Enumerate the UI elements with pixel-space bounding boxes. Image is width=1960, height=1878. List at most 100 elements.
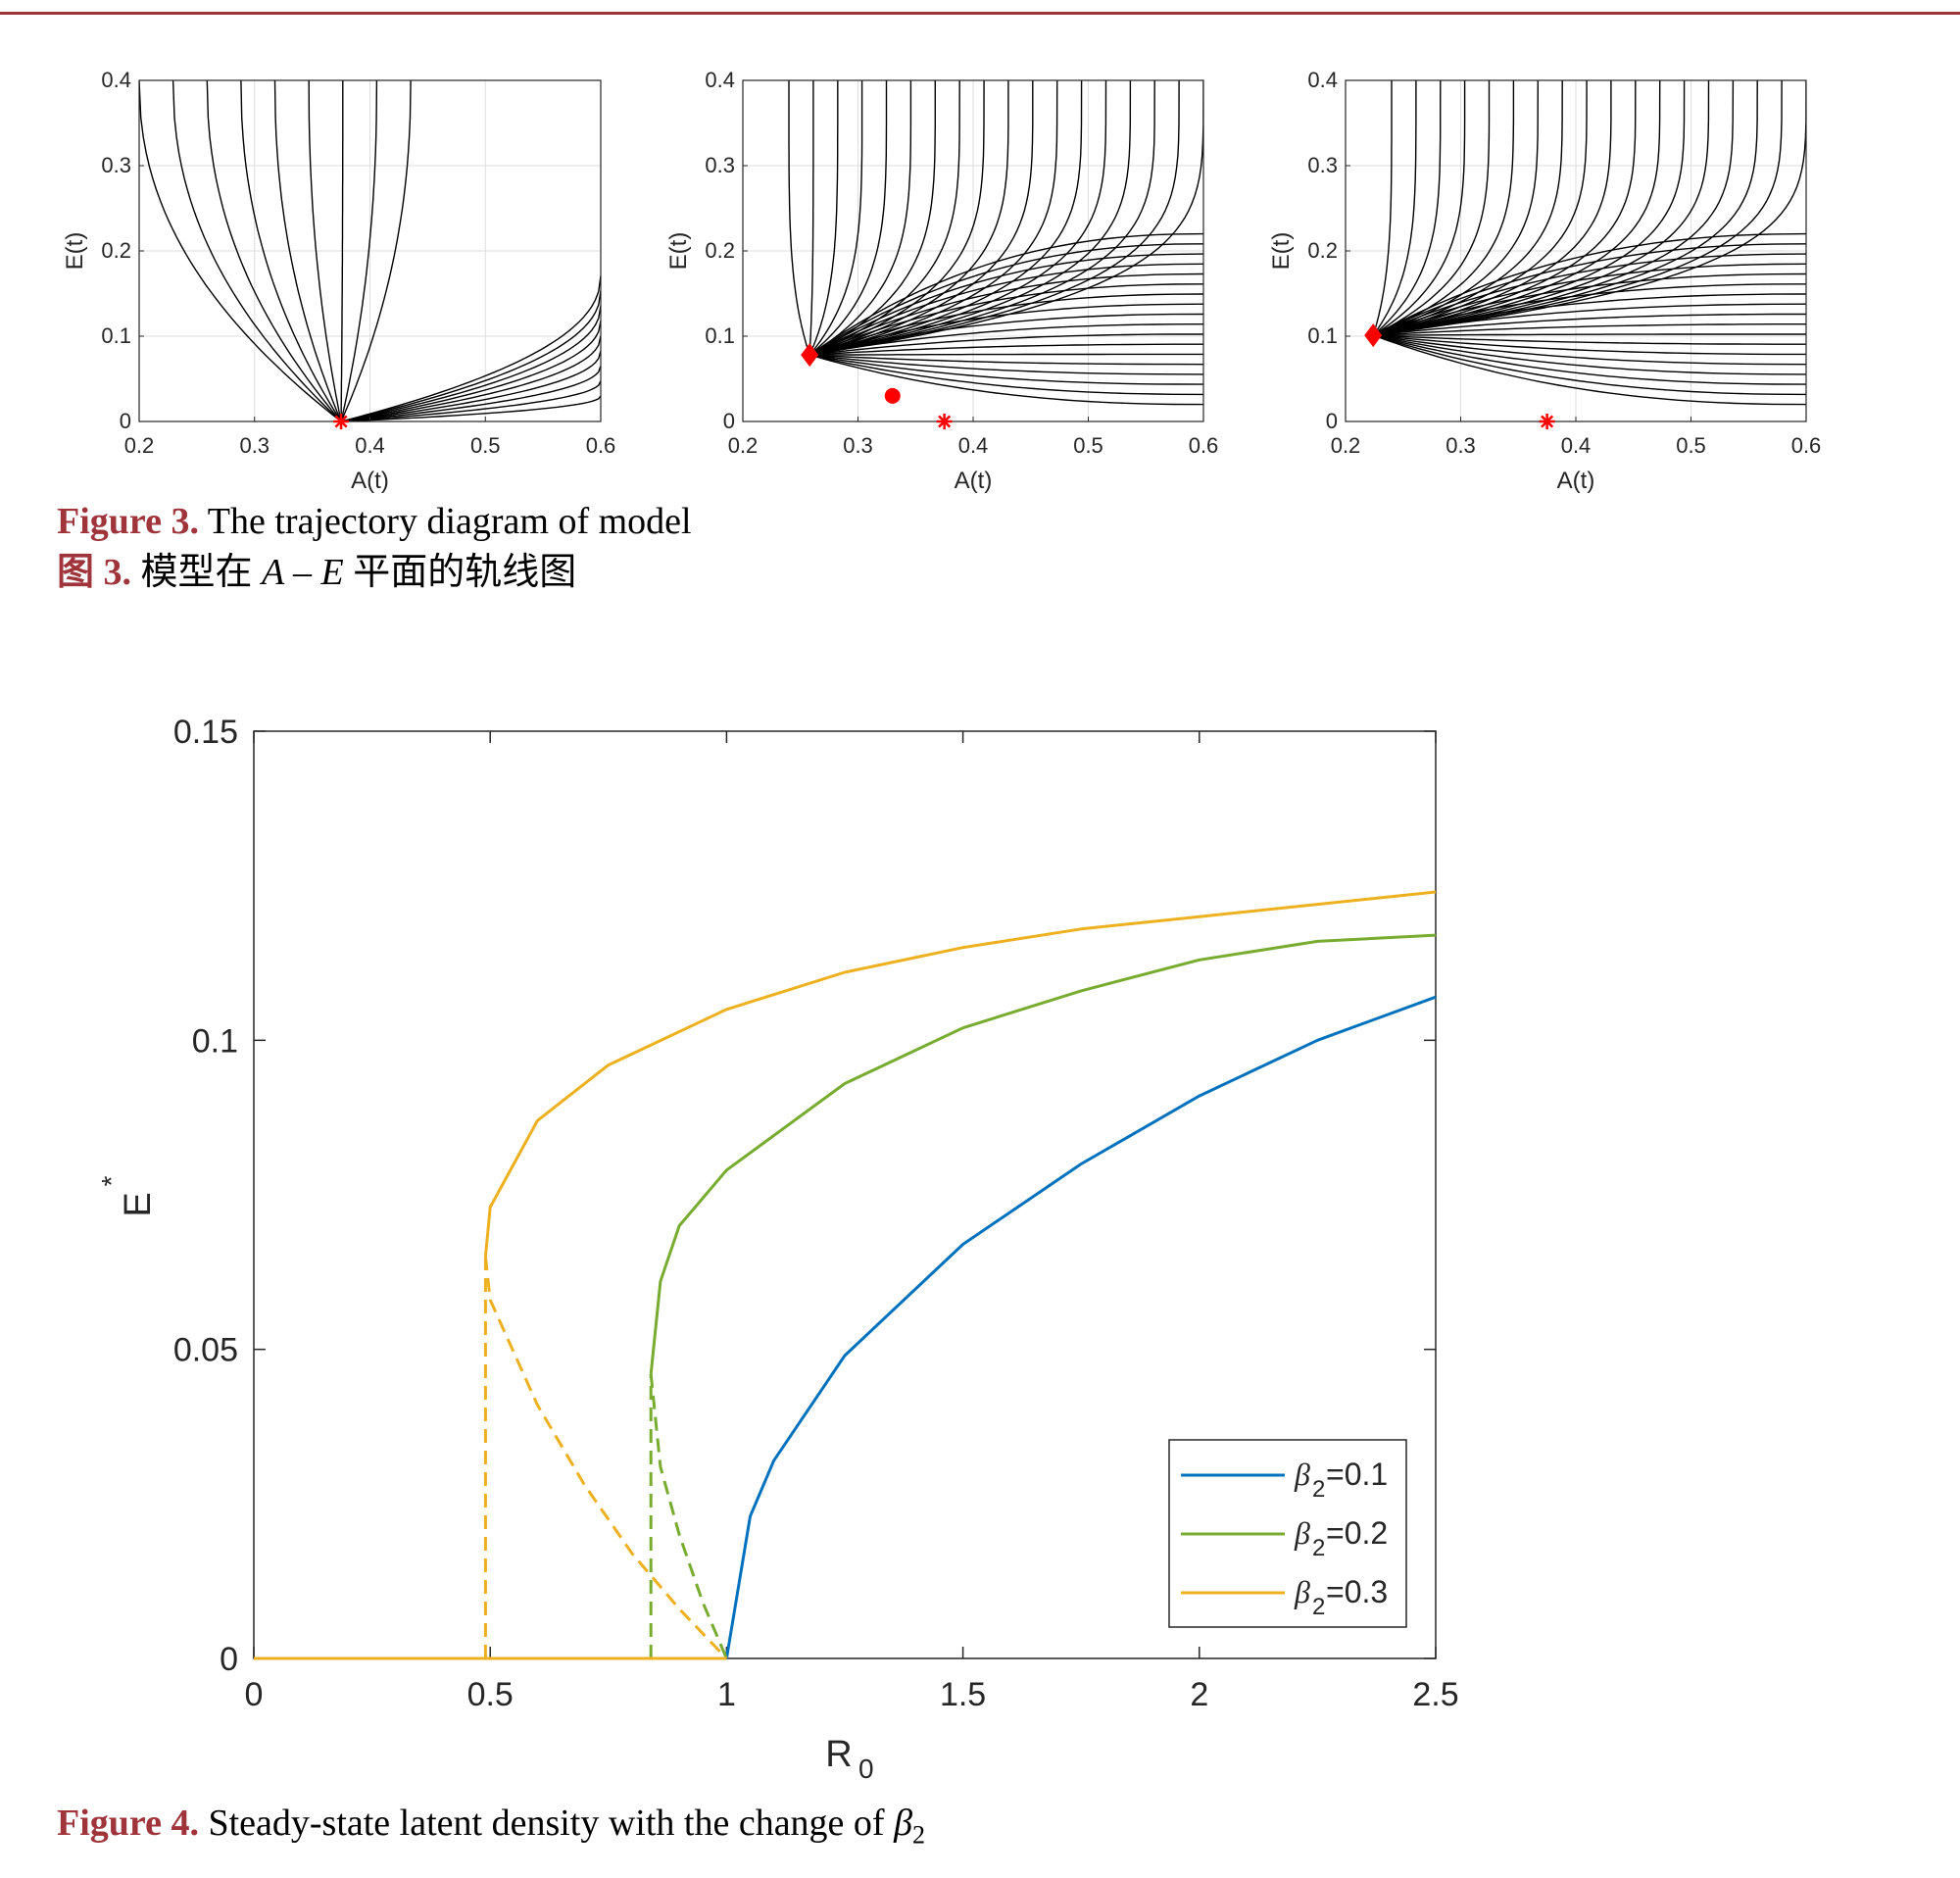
trajectory-line: [1373, 283, 1806, 336]
trajectory-line: [808, 354, 1203, 385]
trajectory-line: [1372, 80, 1515, 336]
trajectory-line: [808, 263, 1203, 356]
legend-symbol: β: [1294, 1457, 1310, 1492]
legend-value: =0.3: [1326, 1574, 1388, 1609]
trajectory-line: [1373, 80, 1783, 336]
x-tick-label: 0.6: [586, 433, 616, 458]
trajectory-line: [341, 350, 601, 421]
trajectory-line: [1373, 323, 1806, 336]
y-tick-label: 0.15: [173, 714, 238, 751]
y-tick-label: 0.3: [101, 153, 131, 177]
trajectory-line: [808, 354, 1203, 396]
trajectory-line: [1372, 80, 1466, 336]
equilibrium-star-marker-stroke: [938, 415, 952, 428]
trajectory-line: [1372, 272, 1806, 336]
y-tick-label: 0.3: [1307, 153, 1338, 177]
y-tick-label: 0.4: [705, 68, 735, 92]
trajectory-line: [1372, 80, 1417, 336]
trajectory-line: [340, 305, 601, 421]
trajectory-line: [1372, 253, 1806, 336]
trajectory-line: [809, 354, 1203, 366]
trajectory-line: [808, 80, 814, 356]
trajectory-line: [1372, 334, 1806, 406]
figure4-math-en: β2: [894, 1803, 925, 1850]
trajectory-line: [808, 80, 936, 356]
x-tick-label: 0.2: [1331, 433, 1361, 458]
x-tick-label: 0.6: [1791, 433, 1822, 458]
series-stable-branch: [724, 995, 1437, 1659]
figure4-label-en: Figure 4.: [57, 1803, 199, 1844]
trajectory-line: [1373, 334, 1806, 366]
x-tick-label: 0.3: [1446, 433, 1476, 458]
trajectory-line: [1373, 334, 1806, 385]
x-tick-label: 2.5: [1412, 1676, 1458, 1713]
trajectory-line: [1373, 80, 1806, 336]
equilibrium-star-marker-stroke: [334, 415, 348, 428]
trajectory-group: [788, 80, 1203, 406]
y-tick-label: 0: [220, 1641, 238, 1678]
bifurcation-chart: 0 0.5 1 1.5 2 2.500.050.10.15R 0E*β 2 =0.1β 2 =0.2…: [96, 714, 1459, 1784]
trajectory-line: [809, 333, 1203, 356]
y-tick-label: 0.1: [192, 1022, 238, 1060]
y-tick-label: 0.05: [173, 1332, 238, 1369]
equilibrium-circle-marker: [884, 387, 901, 404]
trajectory-line: [1372, 263, 1806, 336]
series-stable-branch: [483, 890, 1437, 1258]
y-tick-label: 0.1: [1307, 323, 1338, 348]
legend-subscript: 2: [1312, 1535, 1325, 1561]
trajectory-line: [340, 335, 601, 421]
trajectory-line: [1373, 80, 1735, 336]
equilibrium-diamond-marker: [801, 343, 819, 368]
trajectory-line: [808, 80, 1132, 356]
y-tick-label: 0.1: [705, 323, 735, 348]
figure4-beta-sub: 2: [912, 1820, 926, 1850]
trajectory-line: [808, 80, 863, 356]
y-tick-label: 0.2: [705, 238, 735, 263]
trajectory-line: [809, 343, 1203, 356]
trajectory-line: [1372, 243, 1806, 336]
x-tick-label: 1: [717, 1676, 736, 1713]
trajectory-line: [808, 243, 1203, 356]
trajectory-line: [1372, 80, 1393, 336]
equilibrium-star-marker-stroke: [1541, 415, 1554, 428]
legend-symbol: β: [1294, 1574, 1310, 1609]
x-axis-label: A(t): [1557, 468, 1595, 494]
trajectory-line: [1372, 80, 1442, 336]
trajectory-line: [1373, 334, 1806, 375]
trajectory-line: [808, 283, 1203, 356]
figure3-label-zh: 图 3.: [57, 552, 132, 593]
x-tick-label: 0: [245, 1676, 264, 1713]
equilibrium-star-marker: [936, 414, 953, 429]
legend-value: =0.1: [1326, 1457, 1388, 1492]
trajectory-group: [139, 80, 601, 421]
trajectory-line: [273, 80, 342, 421]
x-tick-label: 0.5: [467, 1676, 514, 1713]
legend-subscript: 2: [1312, 1476, 1325, 1503]
figure3-math-zh: A – E: [262, 552, 344, 593]
trajectory-line: [808, 232, 1203, 356]
trajectory-line: [809, 353, 1203, 356]
trajectory-line: [340, 275, 601, 421]
x-tick-label: 0.5: [1073, 433, 1103, 458]
trajectory-line: [1373, 80, 1758, 336]
x-tick-label: 0.4: [1561, 433, 1592, 458]
trajectory-line: [1373, 334, 1806, 345]
trajectory-line: [1373, 80, 1588, 336]
trajectory-line: [808, 80, 1180, 356]
trajectory-line: [808, 253, 1203, 356]
figure3-caption-en: Figure 3. The trajectory diagram of mode…: [57, 500, 692, 543]
trajectory-line: [808, 80, 1107, 356]
figure3-caption-zh: 图 3. 模型在 A – E 平面的轨线图: [57, 550, 576, 594]
trajectory-line: [340, 80, 412, 421]
trajectory-line: [1372, 334, 1806, 396]
trajectory-line: [1373, 80, 1710, 336]
trajectory-line: [340, 320, 601, 421]
y-axis-label: E(t): [665, 232, 692, 271]
trajectory-line: [808, 80, 888, 356]
y-tick-label: 0.1: [101, 323, 131, 348]
x-axis-label: A(t): [955, 468, 993, 494]
trajectory-panel-left: 0.2 0.3 0.4 0.5 0.6 0 0.1 0.2 0.3 0.4 A(t) E(t): [62, 68, 616, 494]
trajectory-line: [809, 354, 1203, 375]
y-axis-label: E: [118, 1192, 159, 1216]
axes-box: [253, 730, 1437, 1659]
